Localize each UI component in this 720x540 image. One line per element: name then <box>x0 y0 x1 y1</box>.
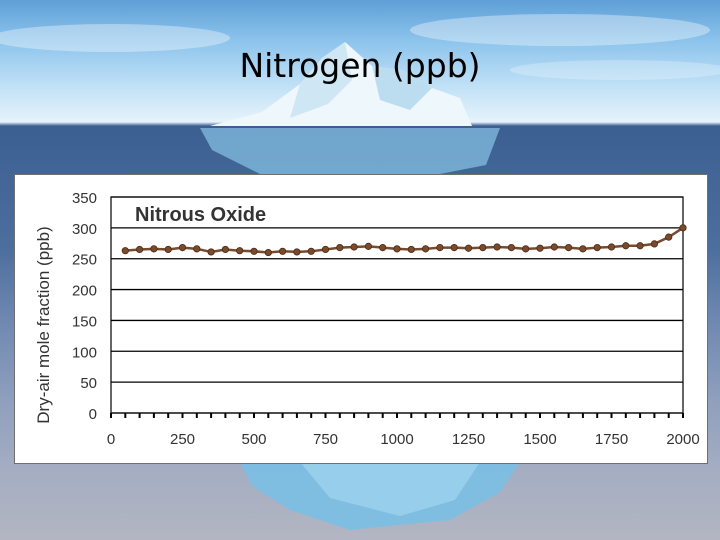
data-point <box>193 245 201 253</box>
y-tick-label: 150 <box>72 313 97 330</box>
data-point <box>436 244 444 252</box>
data-point <box>579 245 587 253</box>
data-point <box>665 233 673 241</box>
y-tick-label: 250 <box>72 252 97 269</box>
data-point <box>164 245 172 254</box>
data-point <box>379 244 387 252</box>
data-point <box>407 245 415 254</box>
data-point <box>650 240 659 248</box>
data-point <box>507 244 515 252</box>
x-tick-label: 1250 <box>452 431 485 448</box>
data-point <box>393 245 401 253</box>
y-tick-label: 0 <box>89 406 97 423</box>
plot-frame <box>110 196 684 414</box>
data-point <box>207 248 215 256</box>
y-axis-label: Dry-air mole fraction (ppb) <box>34 226 53 423</box>
data-point <box>622 242 630 250</box>
x-tick-label: 1750 <box>595 431 628 448</box>
data-point <box>364 242 372 250</box>
data-point <box>321 245 330 254</box>
nitrous-oxide-chart: 0 50 100 150 200 250 300 350 0 250 500 750 1000 1250 1… <box>34 190 700 448</box>
data-point <box>293 248 301 256</box>
slide-title: Nitrogen (ppb) <box>239 46 481 85</box>
x-tick-label: 1500 <box>523 431 556 448</box>
data-point <box>250 247 258 255</box>
data-point <box>178 244 187 252</box>
x-tick-label: 250 <box>170 431 195 448</box>
data-point <box>136 245 144 254</box>
data-point <box>679 224 687 232</box>
data-point <box>236 247 244 255</box>
data-point <box>350 243 358 251</box>
y-tick-label: 350 <box>72 190 97 207</box>
data-point <box>536 244 544 252</box>
data-point <box>450 244 458 252</box>
data-point <box>421 245 430 253</box>
data-point <box>121 247 129 255</box>
chart-title: Nitrous Oxide <box>135 204 266 226</box>
y-tick-label: 300 <box>72 221 97 238</box>
x-tick-label: 750 <box>313 431 338 448</box>
data-point <box>464 244 473 252</box>
data-point <box>522 245 530 253</box>
y-tick-label: 50 <box>80 375 97 392</box>
data-point <box>264 248 272 257</box>
data-point <box>479 244 487 252</box>
data-point <box>593 244 601 252</box>
data-point <box>636 242 644 250</box>
y-tick-label: 100 <box>72 344 97 361</box>
chart-panel: 0 50 100 150 200 250 300 350 0 250 500 750 1000 1250 1… <box>14 174 708 464</box>
series-line <box>125 226 684 254</box>
data-point <box>564 244 573 252</box>
y-tick-label: 200 <box>72 283 97 300</box>
data-point <box>493 243 501 251</box>
data-point <box>150 245 158 253</box>
data-point <box>307 247 315 255</box>
data-point <box>607 243 616 251</box>
x-tick-label: 1000 <box>380 431 413 448</box>
data-point <box>550 243 558 251</box>
x-tick-label: 2000 <box>666 431 699 448</box>
data-point <box>278 247 287 255</box>
x-tick-label: 500 <box>241 431 266 448</box>
x-tick-label: 0 <box>107 431 115 448</box>
data-point <box>336 244 344 252</box>
data-point <box>221 245 229 254</box>
